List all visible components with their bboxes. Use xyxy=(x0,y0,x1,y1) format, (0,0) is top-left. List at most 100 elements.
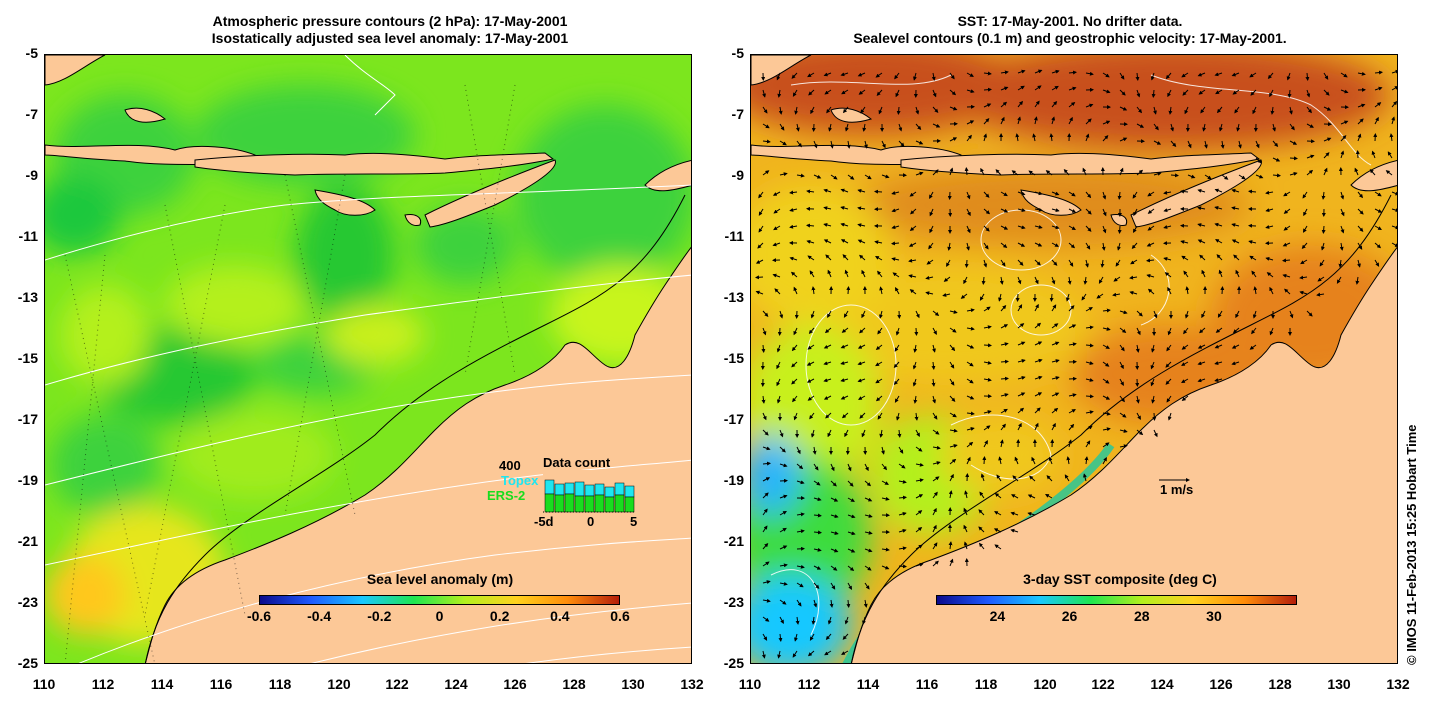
data-count-bar-topex xyxy=(544,479,555,495)
velocity-arrow xyxy=(789,224,798,229)
velocity-arrow xyxy=(1184,310,1189,319)
velocity-arrow xyxy=(825,633,832,641)
velocity-arrow xyxy=(966,441,974,448)
velocity-arrow xyxy=(1391,116,1396,125)
velocity-arrow xyxy=(874,189,883,194)
velocity-arrow xyxy=(1267,72,1274,80)
velocity-arrow xyxy=(915,526,923,533)
velocity-arrow xyxy=(1014,456,1019,465)
velocity-arrow xyxy=(1201,310,1206,319)
velocity-arrow xyxy=(807,395,815,401)
velocity-arrow xyxy=(966,456,971,465)
velocity-arrow xyxy=(847,582,852,590)
velocity-arrow xyxy=(915,462,924,467)
velocity-arrow xyxy=(1015,293,1020,302)
velocity-arrow xyxy=(1034,407,1041,414)
velocity-arrow xyxy=(1170,140,1177,148)
velocity-arrow xyxy=(881,547,890,552)
velocity-arrow xyxy=(1067,276,1072,285)
sst-colorbar-title: 3-day SST composite (deg C) xyxy=(1023,571,1217,587)
velocity-arrow xyxy=(1068,191,1076,197)
velocity-arrow xyxy=(762,525,768,533)
velocity-arrow xyxy=(891,241,900,246)
velocity-arrow xyxy=(983,133,988,142)
velocity-arrow xyxy=(1085,208,1092,215)
velocity-arrow xyxy=(1391,191,1397,196)
velocity-arrow xyxy=(1249,344,1257,350)
velocity-arrow xyxy=(915,106,920,115)
velocity-arrow xyxy=(1029,475,1036,482)
velocity-arrow xyxy=(762,598,771,603)
velocity-arrow xyxy=(979,491,985,499)
velocity-arrow xyxy=(762,461,771,466)
velocity-arrow xyxy=(1102,361,1110,367)
velocity-arrow xyxy=(793,412,798,421)
velocity-arrow xyxy=(894,344,900,352)
velocity-arrow xyxy=(932,395,937,404)
velocity-arrow xyxy=(1051,100,1058,108)
velocity-arrow xyxy=(1034,358,1043,363)
velocity-arrow xyxy=(824,89,832,95)
velocity-arrow xyxy=(898,446,904,454)
velocity-arrow xyxy=(841,327,849,333)
velocity-arrow xyxy=(960,293,968,299)
velocity-arrow xyxy=(1272,123,1276,132)
colorbar-tick-label: -0.4 xyxy=(307,608,332,624)
velocity-arrow xyxy=(1000,70,1009,75)
velocity-arrow xyxy=(830,582,836,590)
velocity-arrow xyxy=(827,429,832,438)
velocity-arrow xyxy=(1391,69,1397,74)
velocity-arrow xyxy=(762,123,770,129)
velocity-arrow xyxy=(1010,528,1019,533)
colorbar-tick-label: 0.6 xyxy=(610,608,630,624)
velocity-arrow xyxy=(1323,89,1330,96)
velocity-arrow xyxy=(1048,456,1053,465)
velocity-arrow xyxy=(1119,137,1128,142)
velocity-arrow xyxy=(994,511,1002,516)
velocity-arrow xyxy=(898,123,903,132)
velocity-arrow xyxy=(1248,240,1257,244)
velocity-arrow xyxy=(1216,106,1223,114)
velocity-arrow xyxy=(983,377,992,382)
velocity-arrow xyxy=(862,616,866,625)
velocity-arrow xyxy=(966,208,971,217)
velocity-arrow xyxy=(1181,344,1189,350)
y-tick-label: -23 xyxy=(723,594,744,610)
y-tick-label: -9 xyxy=(731,167,744,183)
velocity-arrow xyxy=(823,188,832,193)
velocity-arrow xyxy=(978,526,985,533)
velocity-arrow xyxy=(1017,359,1026,363)
velocity-arrow xyxy=(791,344,798,352)
velocity-arrow xyxy=(932,524,937,533)
velocity-arrow xyxy=(1049,133,1054,142)
velocity-arrow xyxy=(963,276,968,285)
velocity-arrow xyxy=(915,140,924,145)
velocity-arrow xyxy=(932,412,938,420)
velocity-arrow xyxy=(1100,259,1105,268)
velocity-arrow xyxy=(978,542,985,550)
velocity-arrow xyxy=(1151,395,1156,404)
velocity-arrow xyxy=(847,548,856,553)
velocity-arrow xyxy=(881,174,890,179)
velocity-arrow xyxy=(1119,378,1124,386)
velocity-arrow xyxy=(1129,275,1138,280)
velocity-arrow xyxy=(949,106,958,111)
velocity-arrow xyxy=(779,563,788,568)
velocity-arrow xyxy=(830,514,839,519)
velocity-arrow xyxy=(792,650,798,658)
velocity-arrow xyxy=(795,616,800,625)
velocity-arrow xyxy=(1374,86,1383,91)
velocity-arrow xyxy=(1374,116,1379,125)
velocity-arrow xyxy=(932,169,939,176)
velocity-arrow xyxy=(1165,361,1172,368)
velocity-arrow xyxy=(857,378,866,383)
velocity-arrow xyxy=(1319,259,1325,267)
y-tick-label: -13 xyxy=(723,289,744,305)
velocity-arrow xyxy=(841,89,849,95)
velocity-arrow xyxy=(1000,408,1008,414)
inset-xtick-start: -5d xyxy=(534,514,554,529)
velocity-arrow xyxy=(778,633,783,642)
velocity-arrow xyxy=(1085,307,1093,312)
y-tick-label: -13 xyxy=(17,289,38,305)
velocity-arrow xyxy=(879,429,884,438)
